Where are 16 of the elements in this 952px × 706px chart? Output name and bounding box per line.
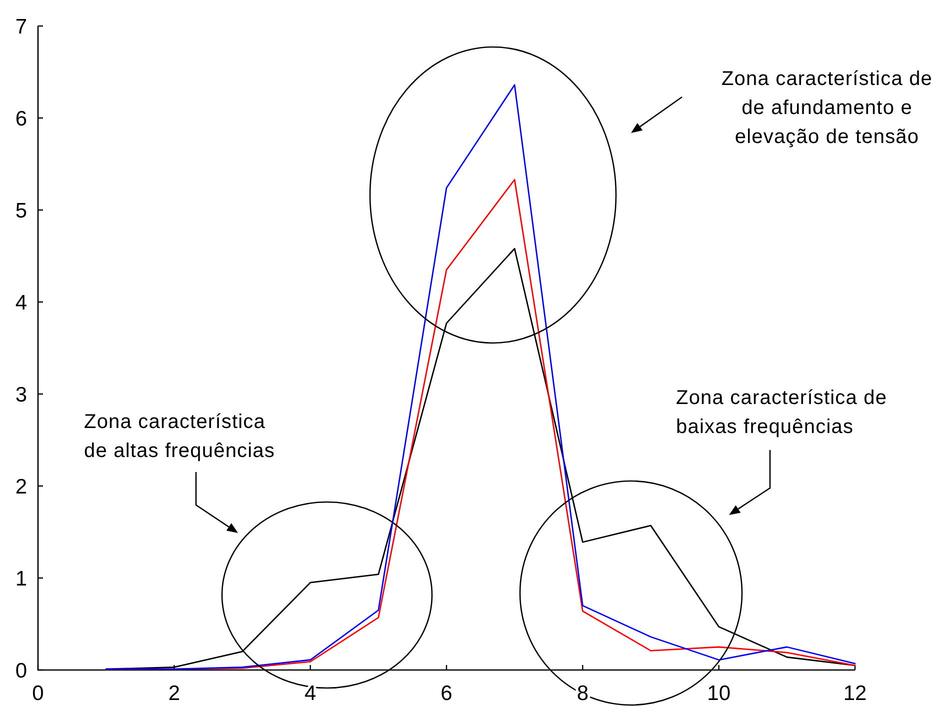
annotation: Zona característica de baixas frequências xyxy=(676,387,888,438)
y-tick-label: 4 xyxy=(15,292,28,315)
y-tick-label: 3 xyxy=(15,384,27,407)
x-tick-label: 2 xyxy=(168,682,180,705)
annotation: Zona característica de altas frequências xyxy=(84,411,276,462)
y-tick-label: 0 xyxy=(15,660,27,683)
y-tick-label: 6 xyxy=(15,108,27,131)
y-tick-label: 1 xyxy=(15,568,27,591)
x-tick-label: 12 xyxy=(843,682,867,705)
annotation: Zona característica de de afundamento e elevação de tensão xyxy=(721,68,933,148)
y-tick-label: 5 xyxy=(15,200,27,223)
x-tick-label: 10 xyxy=(707,682,731,705)
x-tick-label: 6 xyxy=(440,682,452,705)
y-tick-label: 2 xyxy=(15,476,27,499)
y-tick-label: 7 xyxy=(15,16,27,39)
x-tick-label: 0 xyxy=(32,682,44,705)
